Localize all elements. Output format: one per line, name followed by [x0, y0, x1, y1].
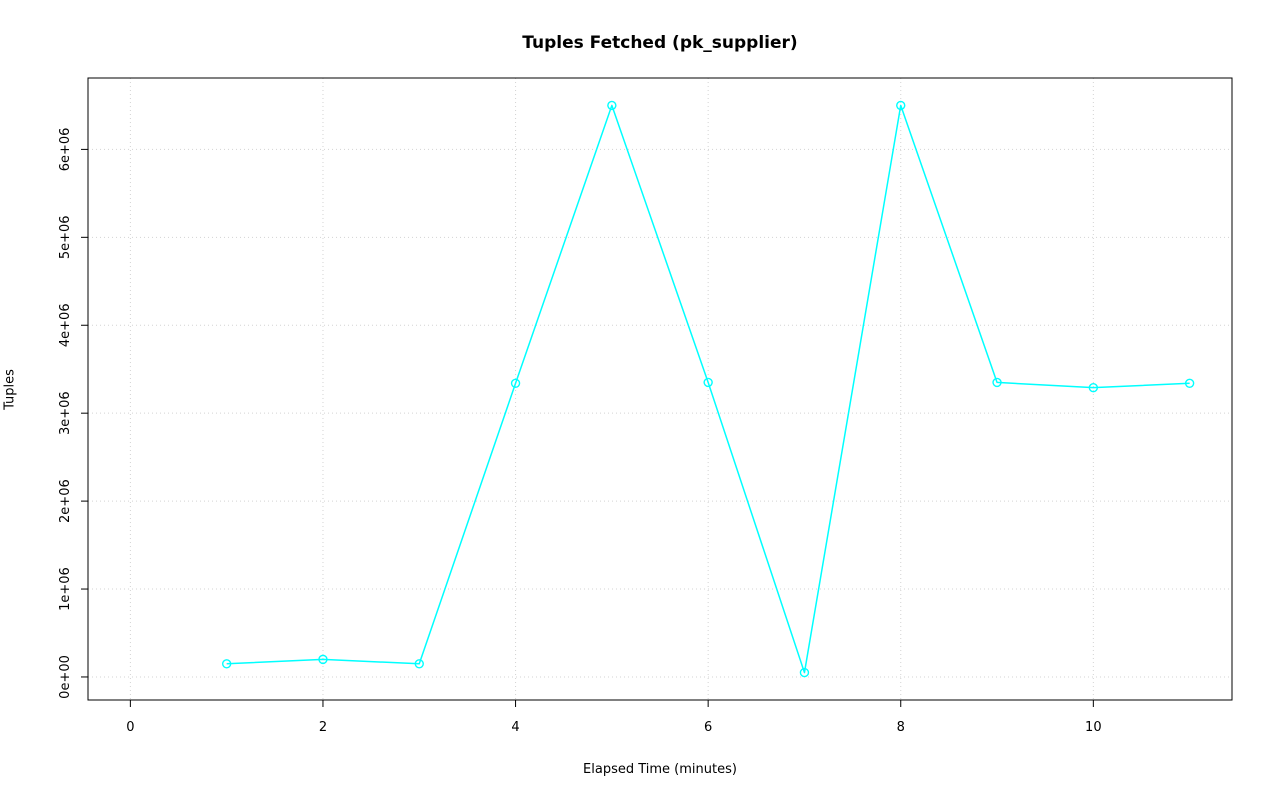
data-point: [510, 378, 521, 388]
data-point: [992, 377, 1002, 388]
y-tick-label: 6e+06: [58, 128, 73, 172]
x-axis-label: Elapsed Time (minutes): [583, 762, 737, 777]
y-axis-label: Tuples: [2, 369, 18, 410]
y-tick-label: 1e+06: [58, 567, 73, 611]
data-point: [1184, 378, 1195, 388]
data-point: [1088, 382, 1099, 393]
y-tick-label: 5e+06: [58, 215, 73, 259]
data-point: [607, 100, 617, 111]
data-point: [896, 100, 906, 111]
x-tick-label: 8: [897, 720, 905, 735]
data-point: [703, 377, 713, 388]
data-point: [799, 667, 810, 678]
data-point: [414, 659, 424, 669]
x-tick-label: 4: [511, 720, 519, 735]
data-series: [221, 100, 1195, 678]
y-tick-label: 2e+06: [58, 479, 73, 523]
series-line: [226, 104, 1190, 674]
y-tick-label: 3e+06: [58, 391, 73, 435]
x-tick-label: 6: [704, 720, 712, 735]
axes: 0 2 4 6 8 10 0e+00 1e+06 2e+06 3e+06 4e+06 5e+06 6e+…: [58, 77, 1233, 735]
x-tick-label: 2: [319, 720, 327, 735]
chart-title: Tuples Fetched (pk_supplier): [522, 33, 798, 53]
data-point: [221, 659, 232, 669]
data-point: [318, 654, 328, 665]
x-tick-label: 0: [126, 720, 134, 735]
x-tick-label: 10: [1085, 720, 1102, 735]
y-tick-label: 4e+06: [58, 303, 73, 347]
y-tick-label: 0e+00: [58, 655, 73, 699]
grid-lines: [88, 78, 1232, 700]
plot-border: [87, 77, 1233, 701]
